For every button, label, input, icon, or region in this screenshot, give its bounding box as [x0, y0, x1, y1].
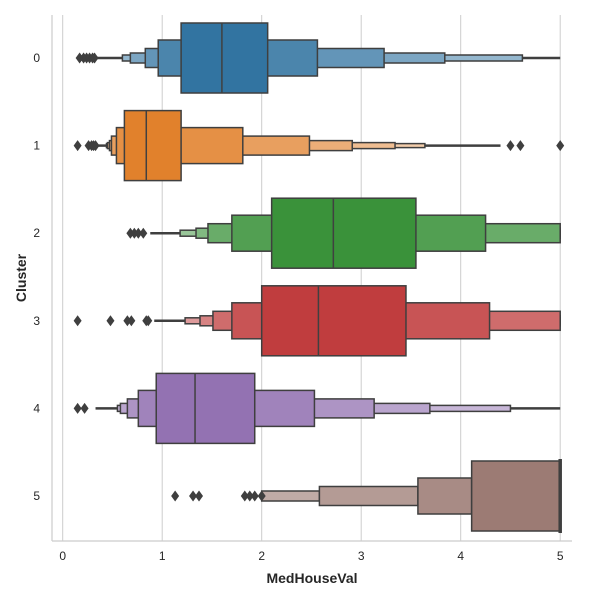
x-tick-label: 4 — [457, 549, 464, 563]
outlier-point — [240, 490, 249, 502]
x-tick-label: 5 — [557, 549, 564, 563]
y-tick-label: 0 — [33, 51, 40, 65]
outlier-point — [73, 402, 82, 414]
outlier-point — [506, 140, 515, 152]
boxen-box — [318, 485, 419, 507]
boxen-cluster-1 — [73, 109, 565, 182]
outlier-point — [134, 227, 143, 239]
y-tick-labels: 0 1 2 3 4 5 — [33, 51, 40, 503]
y-tick-label: 5 — [33, 489, 40, 503]
boxen-box — [270, 197, 417, 269]
x-tick-label: 1 — [159, 549, 166, 563]
x-tick-labels: 0 1 2 3 4 5 — [59, 549, 564, 563]
outlier-point — [195, 490, 204, 502]
outlier-point — [144, 315, 153, 327]
y-tick-label: 2 — [33, 226, 40, 240]
outlier-point — [73, 140, 82, 152]
boxen-cluster-3 — [73, 285, 561, 357]
outlier-point — [171, 490, 180, 502]
boxen-cluster-2 — [126, 197, 561, 269]
outlier-point — [250, 490, 259, 502]
x-tick-label: 3 — [358, 549, 365, 563]
outlier-point — [516, 140, 525, 152]
outlier-point — [139, 227, 148, 239]
boxen-box — [417, 477, 473, 515]
outlier-point — [127, 315, 136, 327]
x-tick-label: 0 — [59, 549, 66, 563]
boxen-cluster-0 — [75, 22, 561, 94]
x-axis-label: MedHouseVal — [266, 570, 357, 586]
boxen-box — [123, 109, 182, 182]
boxen-cluster-5 — [171, 459, 562, 533]
outlier-point — [80, 402, 89, 414]
outlier-point — [90, 52, 99, 64]
boxen-box — [470, 460, 561, 532]
outlier-point — [91, 140, 100, 152]
x-tick-label: 2 — [258, 549, 265, 563]
outlier-point — [73, 315, 82, 327]
outlier-point — [245, 490, 254, 502]
boxen-marks — [73, 22, 565, 533]
boxen-cluster-4 — [73, 372, 561, 445]
boxen-box — [155, 372, 256, 445]
y-tick-label: 3 — [33, 314, 40, 328]
boxen-box — [180, 22, 269, 94]
y-axis-label: Cluster — [13, 253, 29, 302]
boxen-box — [260, 285, 407, 357]
boxen-box — [260, 490, 321, 502]
outlier-point — [189, 490, 198, 502]
outlier-point — [106, 315, 115, 327]
y-tick-label: 1 — [33, 139, 40, 153]
y-tick-label: 4 — [33, 401, 40, 415]
outlier-point — [556, 140, 565, 152]
grid-lines — [62, 15, 561, 541]
outlier-point — [257, 490, 266, 502]
